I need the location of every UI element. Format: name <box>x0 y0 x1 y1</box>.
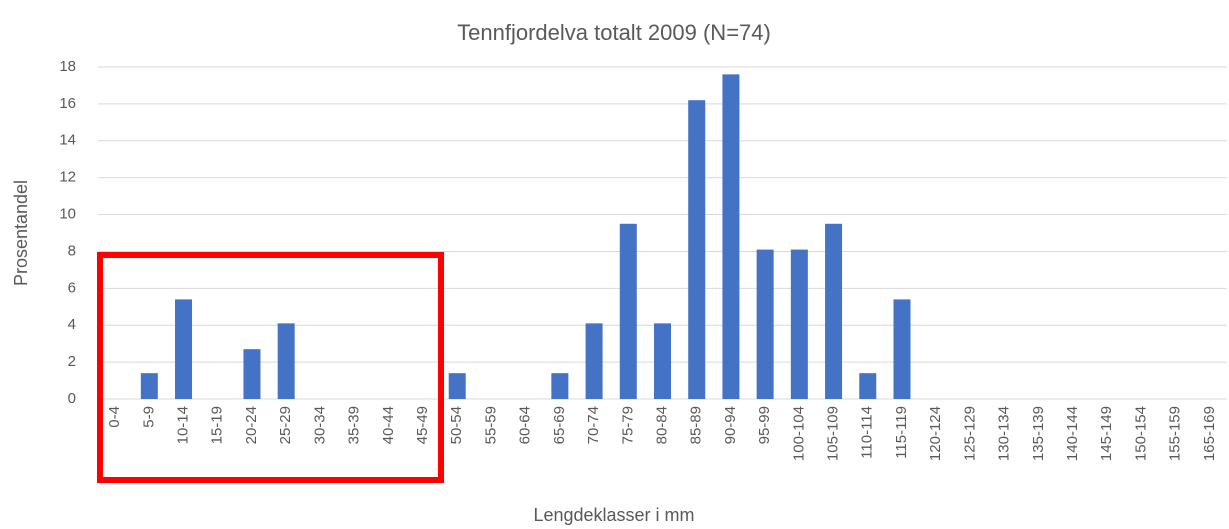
x-tick-label: 130-134 <box>996 406 1013 461</box>
x-tick-label: 35-39 <box>346 406 363 444</box>
highlight-box <box>97 252 444 483</box>
x-tick-label: 50-54 <box>448 406 465 444</box>
y-tick-label: 6 <box>68 279 76 296</box>
x-tick-label: 155-159 <box>1167 406 1184 461</box>
x-tick-label: 75-79 <box>619 406 636 444</box>
x-tick-label: 135-139 <box>1030 406 1047 461</box>
y-tick-label: 12 <box>59 169 76 186</box>
x-tick-label: 115-119 <box>893 406 910 459</box>
x-tick-label: 125-129 <box>961 406 978 461</box>
bar <box>619 223 637 399</box>
bar <box>585 323 603 399</box>
bar <box>859 373 877 399</box>
x-tick-label: 165-169 <box>1201 406 1218 461</box>
bar <box>243 349 261 399</box>
bar <box>688 100 706 399</box>
x-axis-title: Lengdeklasser i mm <box>533 505 694 525</box>
y-tick-label: 4 <box>68 316 76 333</box>
bar <box>790 249 808 399</box>
y-tick-label: 14 <box>59 132 76 149</box>
x-tick-label: 10-14 <box>174 406 191 444</box>
x-tick-label: 110-114 <box>859 406 876 459</box>
bar <box>756 249 774 399</box>
x-tick-label: 145-149 <box>1098 406 1115 461</box>
x-tick-label: 70-74 <box>585 406 602 444</box>
y-tick-label: 2 <box>68 353 76 370</box>
bar <box>654 323 671 399</box>
x-tick-label: 80-84 <box>653 406 670 444</box>
x-tick-label: 85-89 <box>688 406 705 444</box>
y-tick-label: 10 <box>59 206 76 223</box>
x-tick-label: 105-109 <box>825 406 842 461</box>
y-tick-label: 8 <box>68 242 76 259</box>
x-tick-label: 95-99 <box>756 406 773 444</box>
x-tick-label: 55-59 <box>482 406 499 444</box>
bar <box>893 299 911 399</box>
x-tick-label: 30-34 <box>311 406 328 444</box>
x-tick-label: 140-144 <box>1064 406 1081 461</box>
x-tick-label: 45-49 <box>414 406 431 444</box>
x-tick-label: 65-69 <box>551 406 568 444</box>
x-tick-label: 5-9 <box>140 406 157 428</box>
bar <box>277 323 295 399</box>
x-tick-label: 40-44 <box>380 406 397 444</box>
x-tick-label: 0-4 <box>106 406 123 428</box>
bar <box>448 373 466 399</box>
chart-title: Tennfjordelva totalt 2009 (N=74) <box>457 20 771 45</box>
bar <box>175 299 193 399</box>
x-tick-label: 60-64 <box>517 406 534 444</box>
x-tick-label: 90-94 <box>722 406 739 444</box>
x-tick-label: 20-24 <box>243 406 260 444</box>
x-tick-label: 120-124 <box>927 406 944 461</box>
x-tick-label: 150-154 <box>1132 406 1149 461</box>
y-tick-label: 16 <box>59 95 76 112</box>
y-tick-label: 0 <box>68 390 76 407</box>
bar <box>722 74 740 399</box>
x-tick-label: 100-104 <box>790 406 807 461</box>
bar <box>140 373 158 399</box>
bar <box>825 223 843 399</box>
y-axis-title: Prosentandel <box>11 180 31 286</box>
x-tick-label: 25-29 <box>277 406 294 444</box>
x-tick-label: 15-19 <box>209 406 226 444</box>
y-tick-label: 18 <box>59 58 76 75</box>
bar <box>551 373 569 399</box>
